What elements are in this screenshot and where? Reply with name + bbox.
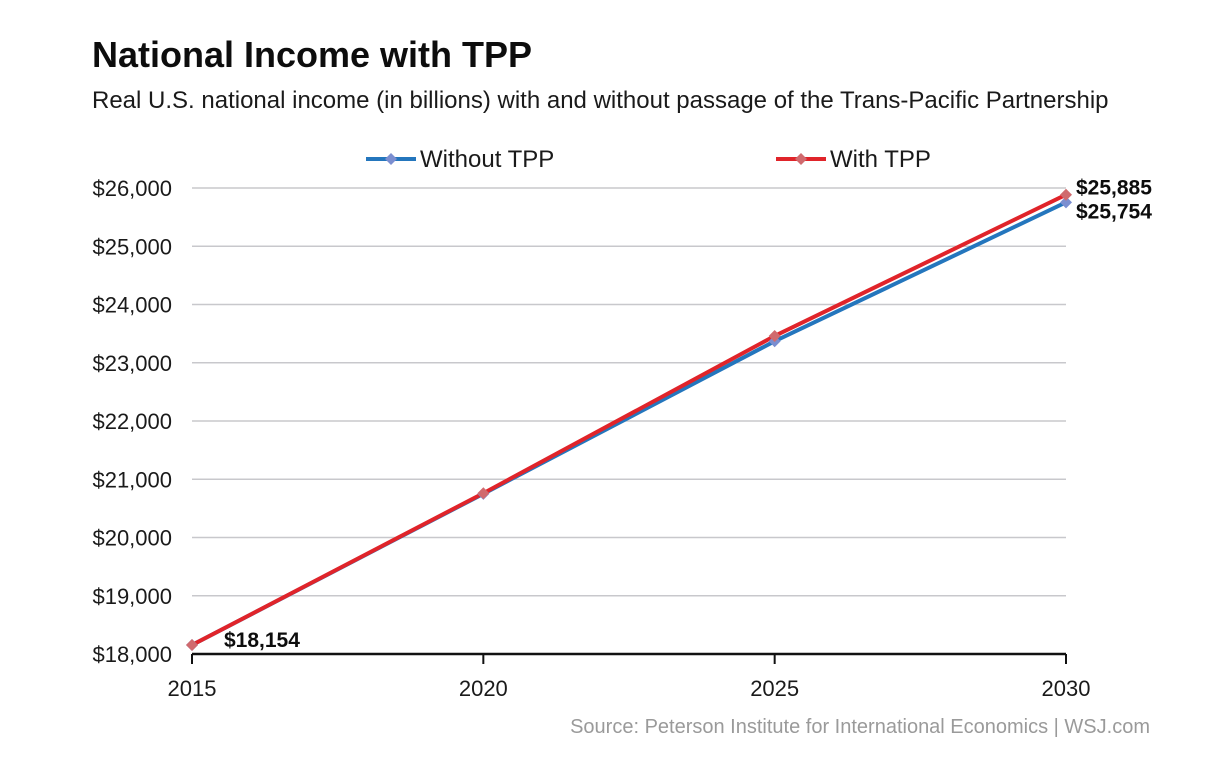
legend-swatch-marker [385, 153, 397, 165]
chart-title: National Income with TPP [92, 34, 533, 75]
x-tick-label: 2020 [459, 676, 508, 701]
series-group [186, 188, 1072, 652]
legend-swatch-marker [795, 153, 807, 165]
y-tick-label: $20,000 [92, 526, 172, 551]
y-tick-label: $26,000 [92, 176, 172, 201]
legend: Without TPP With TPP [366, 146, 931, 173]
y-tick-label: $18,000 [92, 642, 172, 667]
y-tick-label: $24,000 [92, 293, 172, 318]
data-labels: $18,154 $25,885$25,754 [224, 177, 1152, 652]
y-tick-label: $23,000 [92, 351, 172, 376]
y-tick-label: $25,000 [92, 234, 172, 259]
data-point-with-tpp [477, 487, 490, 500]
legend-label: Without TPP [420, 146, 554, 173]
data-point-with-tpp [186, 639, 198, 652]
data-point-with-tpp [1060, 188, 1072, 201]
data-point-with-tpp [768, 329, 781, 342]
y-tick-label: $22,000 [92, 409, 172, 434]
data-label: $25,754 [1076, 200, 1152, 223]
data-label: $25,885 [1076, 177, 1152, 200]
y-tick-label: $21,000 [92, 467, 172, 492]
chart-subtitle: Real U.S. national income (in billions) … [92, 87, 1109, 114]
y-tick-label: $19,000 [92, 584, 172, 609]
y-tick-labels: $18,000 $19,000 $20,000 $21,000 $22,000 $23,0… [92, 176, 172, 667]
legend-label: With TPP [830, 146, 931, 173]
series-line-with-tpp [191, 192, 1067, 647]
data-label: $18,154 [224, 629, 300, 652]
data-point-without-tpp [1060, 196, 1072, 209]
grid-lines [192, 187, 1066, 597]
x-tick-label: 2030 [1042, 676, 1091, 701]
x-tick-label: 2025 [750, 676, 799, 701]
axes [191, 652, 1067, 664]
x-tick-label: 2015 [168, 676, 217, 701]
source-note: Source: Peterson Institute for Internati… [570, 716, 1150, 738]
x-tick-labels: 2015 2020 2025 2030 [168, 676, 1091, 701]
